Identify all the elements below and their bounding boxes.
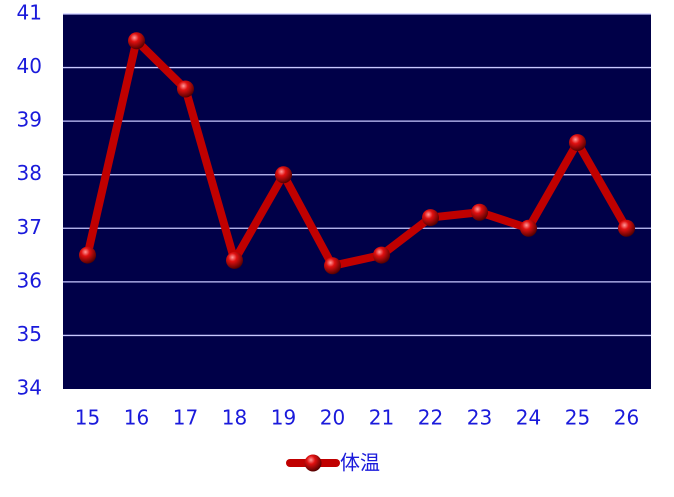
legend-label: 体温 xyxy=(340,451,380,475)
point-marker xyxy=(324,257,341,275)
x-tick-label: 15 xyxy=(75,406,100,430)
y-tick-label: 39 xyxy=(17,108,42,132)
point-marker xyxy=(79,246,96,264)
x-tick-label: 23 xyxy=(467,406,492,430)
x-tick-label: 22 xyxy=(418,406,443,430)
y-tick-label: 38 xyxy=(17,161,42,185)
x-tick-label: 21 xyxy=(369,406,394,430)
point-marker xyxy=(520,219,537,237)
y-tick-label: 40 xyxy=(17,54,42,78)
point-marker xyxy=(226,251,243,269)
point-marker xyxy=(373,246,390,264)
point-marker xyxy=(177,80,194,98)
x-tick-label: 24 xyxy=(516,406,541,430)
point-marker xyxy=(618,219,635,237)
legend-marker xyxy=(304,454,322,472)
series-line xyxy=(83,36,630,270)
y-tick-label: 34 xyxy=(17,376,42,400)
x-tick-label: 26 xyxy=(614,406,639,430)
point-marker xyxy=(471,203,488,221)
x-tick-label: 18 xyxy=(222,406,247,430)
x-tick-label: 17 xyxy=(173,406,198,430)
x-tick-label: 25 xyxy=(565,406,590,430)
point-marker xyxy=(422,209,439,227)
x-tick-label: 16 xyxy=(124,406,149,430)
x-tick-label: 19 xyxy=(271,406,296,430)
y-tick-label: 37 xyxy=(17,215,42,239)
point-marker xyxy=(275,166,292,184)
plot-area xyxy=(63,14,651,389)
y-tick-label: 35 xyxy=(17,322,42,346)
y-tick-label: 36 xyxy=(17,268,42,292)
point-marker xyxy=(569,134,586,152)
point-marker xyxy=(128,32,145,50)
x-tick-label: 20 xyxy=(320,406,345,430)
y-tick-label: 41 xyxy=(17,1,42,25)
